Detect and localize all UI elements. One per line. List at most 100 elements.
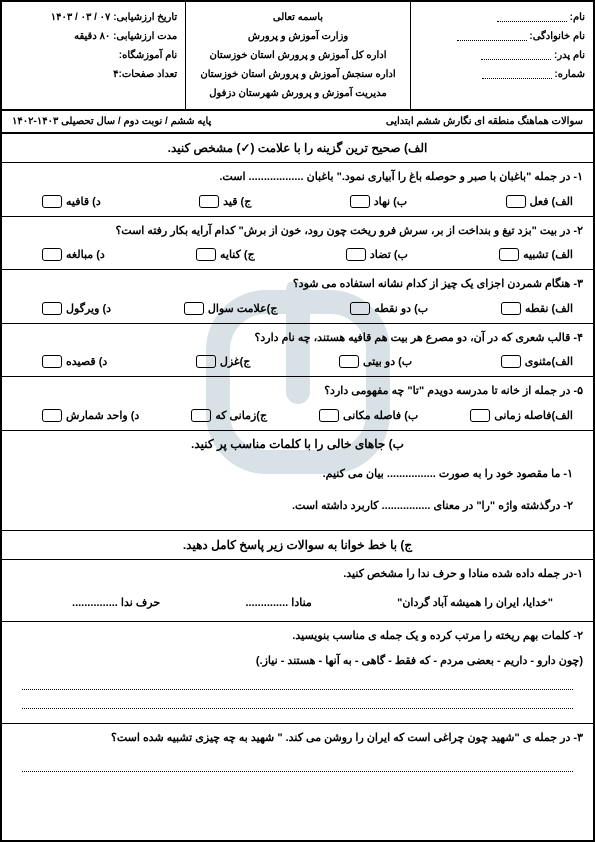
q4-checkbox-b[interactable] xyxy=(339,355,359,368)
page-count: تعداد صفحات:۴ xyxy=(10,65,177,84)
q3-options: الف) نقطه ب) دو نقطه ج)علامت سوال د) ویر… xyxy=(12,302,583,315)
father-field[interactable] xyxy=(481,50,551,60)
question-c1: ۱-در جمله داده شده منادا و حرف ندا را مش… xyxy=(2,560,593,622)
q3-opt-a: الف) نقطه xyxy=(525,302,573,315)
q1-options: الف) فعل ب) نهاد ج) قید د) قافیه xyxy=(12,195,583,208)
q2-text: ۲- در بیت "بزد تیغ و بنداخت از بر، سرش ف… xyxy=(12,223,583,241)
q2-opt-b: ب) تضاد xyxy=(370,248,408,261)
q3-checkbox-d[interactable] xyxy=(42,302,62,315)
c1-monada: منادا .............. xyxy=(245,596,311,609)
section-b: ب) جاهای خالی را با کلمات مناسب پر کنید.… xyxy=(2,431,593,531)
subheader: سوالات هماهنگ منطقه ای نگارش ششم ابتدایی… xyxy=(2,111,593,134)
q2-checkbox-a[interactable] xyxy=(499,248,519,261)
section-b-title: ب) جاهای خالی را با کلمات مناسب پر کنید. xyxy=(12,437,583,458)
ministry: وزارت آموزش و پرورش xyxy=(194,27,402,46)
name-label: نام: xyxy=(570,12,585,23)
q5-opt-a: الف)فاصله زمانی xyxy=(494,409,573,422)
number-field[interactable] xyxy=(482,69,552,79)
q4-checkbox-d[interactable] xyxy=(42,355,62,368)
question-3: ۳- هنگام شمردن اجزای یک چیز از کدام نشان… xyxy=(2,270,593,324)
q3-opt-b: ب) دو نقطه xyxy=(374,302,428,315)
q4-text: ۴- قالب شعری که در آن، دو مصرع هر بیت هم… xyxy=(12,330,583,348)
org-info: باسمه تعالی وزارت آموزش و پرورش اداره کل… xyxy=(185,2,410,109)
assessment-dept: اداره سنجش آموزش و پرورش استان خوزستان xyxy=(194,65,402,84)
q1-checkbox-d[interactable] xyxy=(42,195,62,208)
q2-opt-a: الف) تشبیه xyxy=(523,248,573,261)
city: مدیریت آموزش و پرورش شهرستان دزفول xyxy=(194,84,402,103)
q1-opt-b: ب) نهاد xyxy=(374,195,407,208)
exam-page: نام: نام خانوادگی: نام پدر: شماره: باسمه… xyxy=(0,0,595,842)
c1-answer-row: "خدایا، ایران را همیشه آباد گردان" منادا… xyxy=(12,592,583,613)
province: اداره کل آموزش و پرورش استان خوزستان xyxy=(194,46,402,65)
q1-opt-d: د) قافیه xyxy=(66,195,101,208)
question-c3: ۳- در جمله ی "شهید چون چراغی است که ایرا… xyxy=(2,724,593,787)
q5-checkbox-a[interactable] xyxy=(470,409,490,422)
q3-opt-d: د) ویرگول xyxy=(66,302,111,315)
question-4: ۴- قالب شعری که در آن، دو مصرع هر بیت هم… xyxy=(2,324,593,378)
exam-title: سوالات هماهنگ منطقه ای نگارش ششم ابتدایی xyxy=(386,116,583,127)
bismillah: باسمه تعالی xyxy=(194,8,402,27)
q4-opt-b: ب) دو بیتی xyxy=(363,355,412,368)
school-name: نام آموزشگاه: xyxy=(10,46,177,65)
q3-checkbox-b[interactable] xyxy=(350,302,370,315)
question-c2: ۲- کلمات بهم ریخته را مرتب کرده و یک جمل… xyxy=(2,622,593,724)
family-label: نام خانوادگی: xyxy=(529,31,585,42)
q4-options: الف)مثنوی ب) دو بیتی ج)غزل د) قصیده xyxy=(12,355,583,368)
q5-opt-d: د) واحد شمارش xyxy=(66,409,139,422)
c2-words: (چون دارو - داریم - بعضی مردم - که فقط -… xyxy=(12,653,583,671)
header: نام: نام خانوادگی: نام پدر: شماره: باسمه… xyxy=(2,2,593,111)
q5-options: الف)فاصله زمانی ب) فاصله مکانی ج)زمانی ک… xyxy=(12,409,583,422)
q5-checkbox-b[interactable] xyxy=(319,409,339,422)
q3-checkbox-c[interactable] xyxy=(184,302,204,315)
c2-answer-line-1[interactable] xyxy=(22,689,573,690)
q4-opt-a: الف)مثنوی xyxy=(525,355,573,368)
q2-checkbox-c[interactable] xyxy=(196,248,216,261)
c1-text: ۱-در جمله داده شده منادا و حرف ندا را مش… xyxy=(12,566,583,584)
c2-answer-line-2[interactable] xyxy=(22,708,573,709)
exam-duration: مدت ارزشیابی: ۸۰ دقیقه xyxy=(10,27,177,46)
q5-checkbox-c[interactable] xyxy=(191,409,211,422)
q5-checkbox-d[interactable] xyxy=(42,409,62,422)
c3-text: ۳- در جمله ی "شهید چون چراغی است که ایرا… xyxy=(12,730,583,748)
q2-options: الف) تشبیه ب) تضاد ج) کنایه د) مبالغه xyxy=(12,248,583,261)
q3-checkbox-a[interactable] xyxy=(501,302,521,315)
father-label: نام پدر: xyxy=(554,50,585,61)
q2-opt-d: د) مبالغه xyxy=(66,248,105,261)
b1-text: ۱- ما مقصود خود را به صورت .............… xyxy=(12,458,583,490)
exam-date: تاریخ ارزشیابی: ۰۷ / ۰۳ / ۱۴۰۳ xyxy=(10,8,177,27)
student-info: نام: نام خانوادگی: نام پدر: شماره: xyxy=(410,2,593,109)
b2-text: ۲- درگذشته واژه "را" در معنای ..........… xyxy=(12,490,583,522)
q5-text: ۵- در جمله از خانه تا مدرسه دویدم "تا" چ… xyxy=(12,383,583,401)
q4-checkbox-c[interactable] xyxy=(196,355,216,368)
c1-harf: حرف ندا ............... xyxy=(72,596,160,609)
q2-checkbox-d[interactable] xyxy=(42,248,62,261)
question-5: ۵- در جمله از خانه تا مدرسه دویدم "تا" چ… xyxy=(2,377,593,431)
q3-text: ۳- هنگام شمردن اجزای یک چیز از کدام نشان… xyxy=(12,276,583,294)
q1-text: ۱- در جمله "باغبان با صبر و حوصله باغ را… xyxy=(12,169,583,187)
c3-answer-line[interactable] xyxy=(22,771,573,772)
name-field[interactable] xyxy=(497,12,567,22)
question-1: ۱- در جمله "باغبان با صبر و حوصله باغ را… xyxy=(2,163,593,217)
q1-opt-c: ج) قید xyxy=(223,195,251,208)
section-a-title: الف) صحیح ترین گزینه را با علامت (✓) مشخ… xyxy=(2,134,593,163)
number-label: شماره: xyxy=(554,69,585,80)
q1-checkbox-b[interactable] xyxy=(350,195,370,208)
term-info: پایه ششم / نوبت دوم / سال تحصیلی ۱۴۰۳-۱۴… xyxy=(12,116,211,127)
question-2: ۲- در بیت "بزد تیغ و بنداخت از بر، سرش ف… xyxy=(2,217,593,271)
q1-checkbox-a[interactable] xyxy=(506,195,526,208)
q1-opt-a: الف) فعل xyxy=(530,195,573,208)
section-c-title: ج) با خط خوانا به سوالات زیر پاسخ کامل د… xyxy=(2,531,593,560)
q5-opt-b: ب) فاصله مکانی xyxy=(343,409,418,422)
q1-checkbox-c[interactable] xyxy=(199,195,219,208)
q2-checkbox-b[interactable] xyxy=(346,248,366,261)
c2-text: ۲- کلمات بهم ریخته را مرتب کرده و یک جمل… xyxy=(12,628,583,646)
q5-opt-c: ج)زمانی که xyxy=(215,409,267,422)
family-field[interactable] xyxy=(457,31,527,41)
q4-opt-d: د) قصیده xyxy=(66,355,107,368)
c1-quote: "خدایا، ایران را همیشه آباد گردان" xyxy=(397,596,553,609)
q3-opt-c: ج)علامت سوال xyxy=(208,302,278,315)
q4-opt-c: ج)غزل xyxy=(220,355,251,368)
q4-checkbox-a[interactable] xyxy=(501,355,521,368)
exam-meta: تاریخ ارزشیابی: ۰۷ / ۰۳ / ۱۴۰۳ مدت ارزشی… xyxy=(2,2,185,109)
q2-opt-c: ج) کنایه xyxy=(220,248,255,261)
